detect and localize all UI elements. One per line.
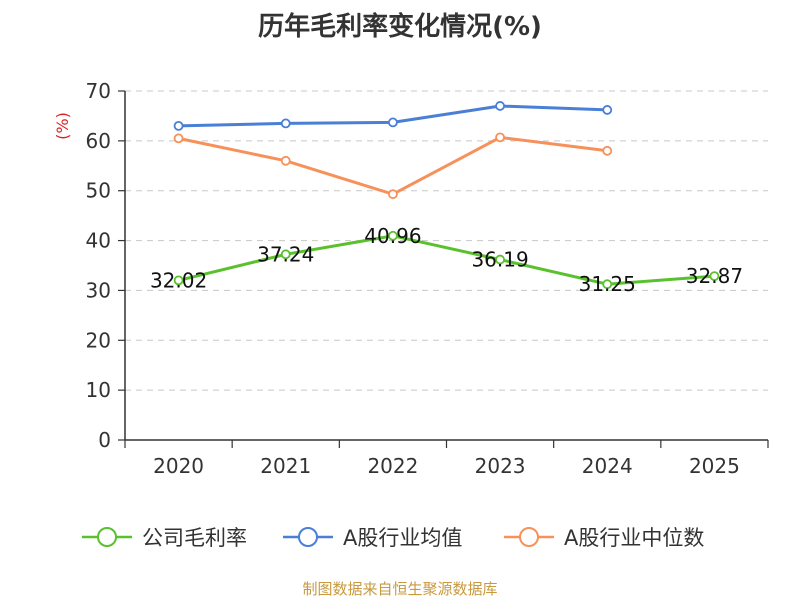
y-tick-label-10: 10 [86, 378, 111, 402]
axes: 0 10 20 30 40 50 60 70 2020 2021 2022 2023 2024 2025 [86, 79, 769, 478]
series-2-point-2022 [388, 189, 398, 200]
series-0-point-2024 [602, 279, 613, 290]
data-label-2023: 36.19 [471, 248, 528, 272]
series-2-point-2023 [495, 132, 505, 143]
legend-label-0: 公司毛利率 [142, 526, 247, 550]
legend-marker-2 [519, 527, 539, 547]
y-tick-label-30: 30 [86, 278, 111, 302]
data-label-2020: 32.02 [150, 268, 207, 292]
chart-title: 历年毛利率变化情况(%) [258, 12, 542, 42]
series-1-point-2023 [495, 101, 505, 111]
series-0-point-2022 [388, 230, 398, 241]
x-tick-label-2020: 2020 [153, 454, 204, 478]
series-0-point-2021 [280, 249, 291, 260]
y-tick-label-50: 50 [86, 179, 111, 203]
data-label-2022: 40.96 [364, 224, 421, 248]
data-label-2025: 32.87 [686, 264, 743, 288]
series-1 [173, 101, 613, 131]
series-1-point-2024 [602, 105, 613, 115]
x-tick-label-2025: 2025 [689, 454, 740, 478]
series-lines [173, 101, 720, 290]
grid-lines [125, 90, 768, 391]
legend-item-2: A股行业中位数 [504, 526, 704, 550]
legend-label-2: A股行业中位数 [564, 526, 704, 550]
legend-item-0: 公司毛利率 [82, 526, 247, 550]
source-note: 制图数据来自恒生聚源数据库 [302, 580, 498, 598]
legend: 公司毛利率 A股行业均值 A股行业中位数 [82, 526, 704, 550]
series-1-point-2020 [173, 121, 184, 131]
series-line-0 [178, 234, 715, 286]
y-tick-label-0: 0 [98, 428, 111, 452]
series-0-point-2020 [173, 275, 184, 286]
y-tick-label-40: 40 [86, 229, 111, 253]
series-1-point-2021 [280, 118, 291, 129]
y-tick-label-20: 20 [86, 328, 111, 352]
data-label-2024: 31.25 [579, 272, 636, 296]
y-tick-label-60: 60 [86, 129, 111, 153]
series-line-2 [178, 135, 608, 196]
x-tick-label-2024: 2024 [582, 454, 633, 478]
y-axis-label: (%) [53, 112, 72, 140]
series-2-point-2021 [280, 155, 291, 166]
series-2 [173, 132, 613, 200]
series-1-point-2022 [388, 117, 398, 128]
legend-label-1: A股行业均值 [343, 526, 462, 550]
data-label-2021: 37.24 [257, 242, 314, 266]
x-tick-label-2021: 2021 [260, 454, 311, 478]
legend-item-1: A股行业均值 [283, 526, 462, 550]
series-2-point-2024 [602, 145, 613, 156]
series-0 [173, 230, 720, 290]
x-tick-label-2022: 2022 [367, 454, 418, 478]
legend-marker-0 [97, 527, 117, 547]
series-0-point-2025 [709, 271, 720, 282]
data-labels: 32.02 37.24 40.96 36.19 31.25 32.87 [150, 224, 743, 296]
series-2-point-2020 [173, 133, 184, 144]
x-tick-label-2023: 2023 [475, 454, 526, 478]
series-0-point-2023 [495, 254, 505, 265]
legend-marker-1 [298, 527, 318, 547]
y-tick-label-70: 70 [86, 79, 111, 103]
